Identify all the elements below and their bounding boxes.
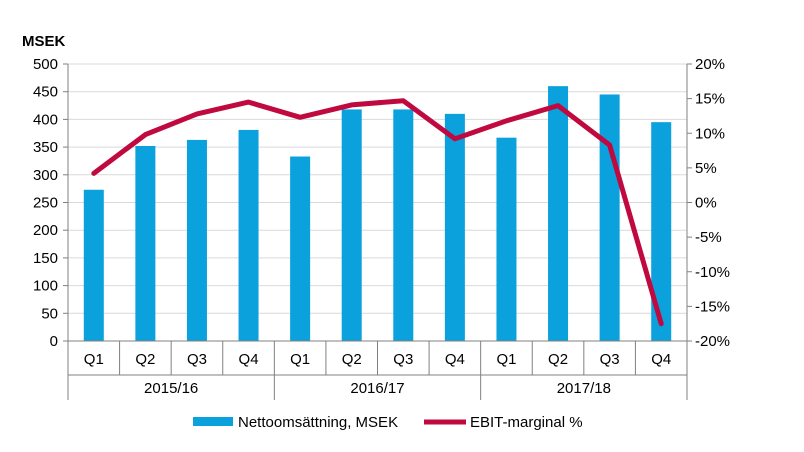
x-tick-label-quarter: Q4 (445, 351, 465, 368)
y-right-tick-label: -5% (695, 229, 722, 246)
legend: Nettoomsättning, MSEK EBIT-marginal % (193, 414, 583, 431)
bar (341, 109, 362, 341)
y-right-tick-label: -10% (695, 264, 730, 281)
x-tick-label-quarter: Q4 (651, 351, 671, 368)
y-right-tick-label: 5% (695, 160, 717, 177)
legend-swatch-bar (193, 417, 233, 426)
x-tick-label-quarter: Q1 (496, 351, 516, 368)
y-left-tick-label: 50 (41, 305, 58, 322)
legend-label-bar: Nettoomsättning, MSEK (238, 414, 398, 431)
x-tick-label-quarter: Q3 (187, 351, 207, 368)
y-right-tick-label: 10% (695, 125, 725, 142)
bar (290, 156, 311, 341)
bar (393, 109, 414, 341)
bar (496, 137, 517, 341)
y-left-tick-label: 300 (33, 167, 58, 184)
bar-series (83, 86, 672, 341)
legend-label-line: EBIT-marginal % (470, 414, 583, 431)
y-left-tick-label: 100 (33, 278, 58, 295)
bar (238, 129, 259, 341)
x-tick-label-quarter: Q2 (548, 351, 568, 368)
x-tick-label-quarter: Q1 (84, 351, 104, 368)
gridlines (68, 63, 687, 314)
x-tick-label-quarter: Q1 (290, 351, 310, 368)
y-left-tick-label: 250 (33, 195, 58, 212)
bar (83, 189, 104, 341)
x-tick-label-quarter: Q3 (600, 351, 620, 368)
x-group-label-year: 2016/17 (350, 380, 404, 397)
line-series (91, 98, 664, 327)
y-right-tick-label: -20% (695, 333, 730, 350)
x-group-label-year: 2015/16 (144, 380, 198, 397)
bar (548, 86, 569, 341)
y-right-tick-label: 0% (695, 195, 717, 212)
y-right-tick-label: -15% (695, 298, 730, 315)
y-left-tick-label: 400 (33, 111, 58, 128)
bar (651, 122, 672, 341)
x-tick-label-quarter: Q2 (135, 351, 155, 368)
y-left-tick-label: 0 (50, 333, 58, 350)
y-axis-label-left: MSEK (22, 33, 66, 50)
y-left-tick-label: 450 (33, 84, 58, 101)
bar (135, 145, 156, 341)
y-left-tick-label: 500 (33, 56, 58, 73)
axes: 0 50 100 150 200 250 300 350 400 450 500 -20% -15% -1… (33, 56, 730, 400)
ebit-line (91, 98, 664, 327)
bar (444, 113, 465, 341)
x-group-label-year: 2017/18 (557, 380, 611, 397)
x-tick-label-quarter: Q2 (342, 351, 362, 368)
bar (599, 94, 620, 341)
y-left-tick-label: 350 (33, 139, 58, 156)
y-right-tick-label: 15% (695, 91, 725, 108)
y-left-tick-label: 200 (33, 222, 58, 239)
y-right-tick-label: 20% (695, 56, 725, 73)
y-left-tick-label: 150 (33, 250, 58, 267)
x-tick-label-quarter: Q4 (239, 351, 259, 368)
x-tick-label-quarter: Q3 (393, 351, 413, 368)
bar (186, 139, 207, 341)
